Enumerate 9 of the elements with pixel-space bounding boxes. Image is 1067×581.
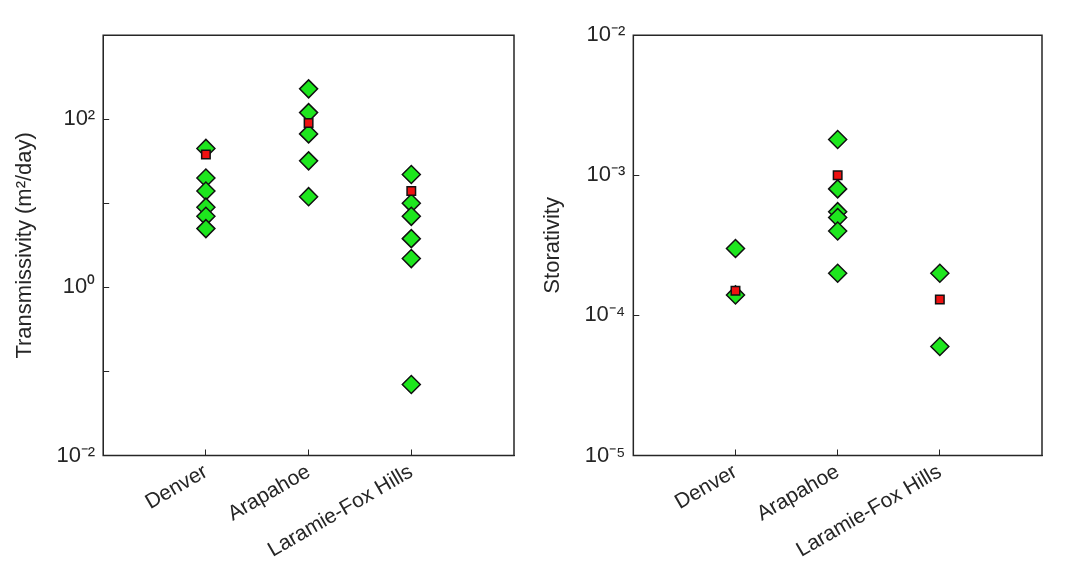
y-tick-label: 10⁻⁵ xyxy=(584,441,626,467)
y-tick-label: 10⁻² xyxy=(56,441,96,467)
y-tick-label: 10² xyxy=(63,105,96,131)
y-axis-title: Storativity xyxy=(539,197,565,294)
y-axis-title: Transmissivity (m²/day) xyxy=(11,132,37,359)
y-tick-label: 10⁻³ xyxy=(586,161,626,187)
y-tick-label: 10⁻⁴ xyxy=(584,301,626,327)
y-tick-label: 10⁰ xyxy=(62,273,96,299)
y-tick-label: 10⁻² xyxy=(586,21,626,47)
